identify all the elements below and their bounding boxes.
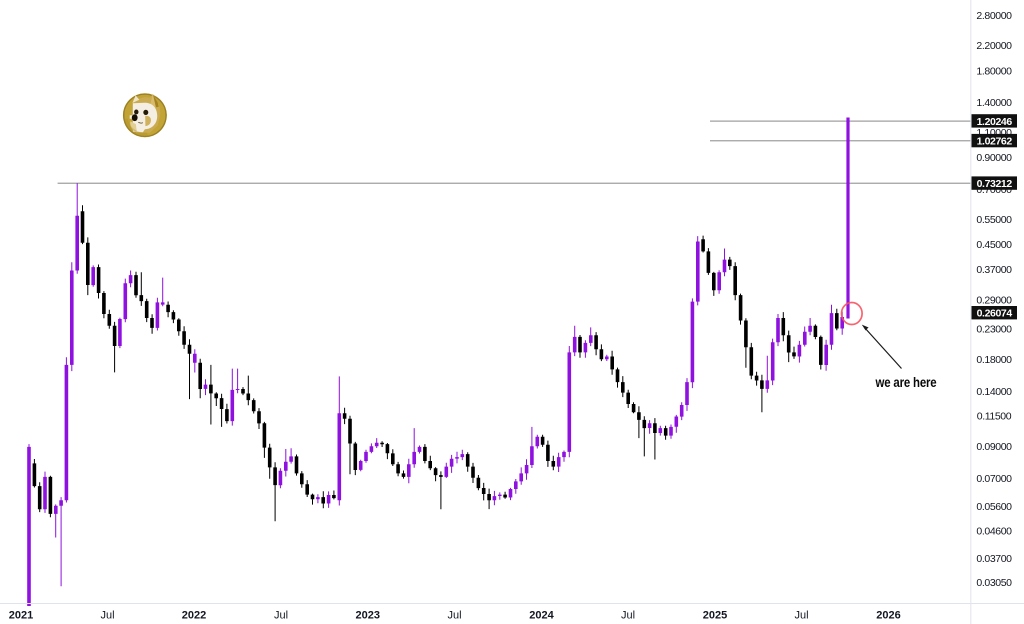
svg-text:2.20000: 2.20000 xyxy=(976,40,1012,52)
svg-text:we are here: we are here xyxy=(875,374,937,390)
svg-text:0.26074: 0.26074 xyxy=(977,308,1013,320)
svg-text:0.04600: 0.04600 xyxy=(976,525,1012,537)
svg-text:2021: 2021 xyxy=(9,610,33,622)
svg-text:0.37000: 0.37000 xyxy=(976,264,1012,276)
svg-text:1.20246: 1.20246 xyxy=(977,116,1013,128)
svg-text:2022: 2022 xyxy=(182,610,206,622)
svg-text:1.40000: 1.40000 xyxy=(976,97,1012,109)
svg-text:0.45000: 0.45000 xyxy=(976,239,1012,251)
svg-text:0.29000: 0.29000 xyxy=(976,294,1012,306)
svg-text:2.80000: 2.80000 xyxy=(976,10,1012,22)
svg-text:0.18000: 0.18000 xyxy=(976,354,1012,366)
svg-text:Jul: Jul xyxy=(621,610,635,622)
svg-text:Jul: Jul xyxy=(794,610,808,622)
svg-text:0.05600: 0.05600 xyxy=(976,501,1012,513)
svg-text:1.80000: 1.80000 xyxy=(976,65,1012,77)
svg-text:Jul: Jul xyxy=(100,610,114,622)
svg-text:Jul: Jul xyxy=(447,610,461,622)
svg-text:Jul: Jul xyxy=(274,610,288,622)
svg-text:0.55000: 0.55000 xyxy=(976,214,1012,226)
svg-text:1.02762: 1.02762 xyxy=(977,136,1013,148)
svg-text:0.23000: 0.23000 xyxy=(976,324,1012,336)
svg-text:0.09000: 0.09000 xyxy=(976,441,1012,453)
svg-text:0.90000: 0.90000 xyxy=(976,152,1012,164)
svg-text:0.14000: 0.14000 xyxy=(976,386,1012,398)
svg-text:2026: 2026 xyxy=(876,610,900,622)
svg-text:0.03700: 0.03700 xyxy=(976,553,1012,565)
svg-text:0.73212: 0.73212 xyxy=(977,178,1013,190)
svg-text:2024: 2024 xyxy=(529,610,554,622)
svg-text:2023: 2023 xyxy=(356,610,380,622)
svg-text:0.11500: 0.11500 xyxy=(977,411,1012,423)
svg-text:2025: 2025 xyxy=(703,610,727,622)
svg-text:0.03050: 0.03050 xyxy=(976,577,1012,589)
svg-text:0.07000: 0.07000 xyxy=(976,473,1012,485)
